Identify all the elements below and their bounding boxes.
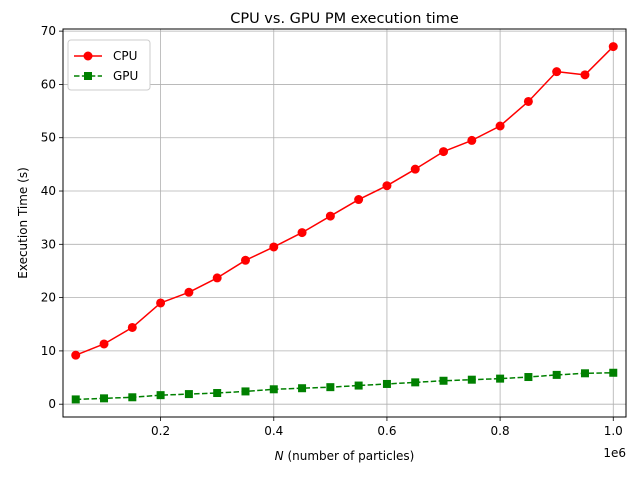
legend: CPU GPU xyxy=(67,39,151,91)
y-tick-label: 50 xyxy=(41,131,56,145)
cpu-data-point xyxy=(325,211,335,221)
gpu-data-point xyxy=(156,391,165,400)
cpu-data-point xyxy=(269,242,279,252)
y-tick-label: 60 xyxy=(41,77,56,91)
gpu-data-point xyxy=(496,374,505,383)
cpu-data-point xyxy=(354,195,364,205)
gpu-data-point xyxy=(128,393,137,402)
cpu-data-point xyxy=(495,121,505,131)
y-tick-label: 30 xyxy=(41,237,56,251)
gpu-data-point xyxy=(411,378,420,387)
legend-gpu-marker xyxy=(84,72,92,80)
x-tick-label: 1.0 xyxy=(604,424,623,438)
x-tick-label: 0.6 xyxy=(377,424,396,438)
cpu-data-point xyxy=(523,96,533,106)
y-tick-label: 70 xyxy=(41,24,56,38)
x-tick-label: 0.2 xyxy=(151,424,170,438)
cpu-data-point xyxy=(608,42,618,52)
cpu-data-point xyxy=(184,287,194,297)
cpu-data-point xyxy=(410,164,420,174)
cpu-data-point xyxy=(382,181,392,191)
plot-area xyxy=(63,29,626,417)
gpu-data-point xyxy=(524,373,533,382)
gpu-series-line xyxy=(75,372,614,401)
cpu-data-point xyxy=(580,70,590,80)
series-group xyxy=(71,42,618,404)
x-tick-label: 0.8 xyxy=(491,424,510,438)
x-axis-label-variable: N xyxy=(275,449,284,463)
legend-cpu-marker xyxy=(83,51,93,61)
gpu-data-point xyxy=(241,387,250,396)
cpu-data-point xyxy=(156,298,166,308)
cpu-data-point xyxy=(439,147,449,157)
cpu-data-point xyxy=(552,67,562,77)
gpu-data-point xyxy=(552,370,561,379)
gpu-data-point xyxy=(354,381,363,390)
cpu-data-point xyxy=(212,273,222,283)
x-axis-label-text: (number of particles) xyxy=(284,449,415,463)
legend-cpu-label: CPU xyxy=(113,49,137,63)
cpu-data-point xyxy=(127,322,137,332)
cpu-series-line xyxy=(75,46,614,356)
gpu-data-point xyxy=(269,385,278,394)
gpu-data-point xyxy=(467,375,476,384)
cpu-data-point xyxy=(71,350,81,360)
y-axis-label: Execution Time (s) xyxy=(16,167,30,279)
gpu-data-point xyxy=(580,369,589,378)
legend-gpu-label: GPU xyxy=(113,69,138,83)
y-tick-label: 40 xyxy=(41,184,56,198)
gpu-data-point xyxy=(382,379,391,388)
y-tick-label: 20 xyxy=(41,291,56,305)
cpu-data-point xyxy=(240,255,250,265)
x-axis-offset-label: 1e6 xyxy=(603,446,626,460)
x-tick-label: 0.4 xyxy=(264,424,283,438)
gpu-data-point xyxy=(213,389,222,398)
cpu-data-point xyxy=(467,135,477,145)
gpu-data-point xyxy=(439,376,448,385)
chart-title: CPU vs. GPU PM execution time xyxy=(230,11,459,27)
x-axis-label: N (number of particles) xyxy=(275,449,415,463)
axes-frame xyxy=(62,28,627,418)
grid xyxy=(63,29,626,417)
gpu-data-point xyxy=(71,395,80,404)
y-tick-label: 0 xyxy=(48,397,56,411)
cpu-data-point xyxy=(297,228,307,238)
gpu-data-point xyxy=(184,390,193,399)
cpu-data-point xyxy=(99,339,109,349)
gpu-data-point xyxy=(298,384,307,393)
y-tick-label: 10 xyxy=(41,344,56,358)
gpu-data-point xyxy=(100,394,109,403)
gpu-data-point xyxy=(609,368,618,377)
gpu-data-point xyxy=(326,383,335,392)
axis-ticks: 0.2 0.4 0.6 0.8 1.0 0 10 20 30 40 50 60 70 xyxy=(41,24,623,438)
